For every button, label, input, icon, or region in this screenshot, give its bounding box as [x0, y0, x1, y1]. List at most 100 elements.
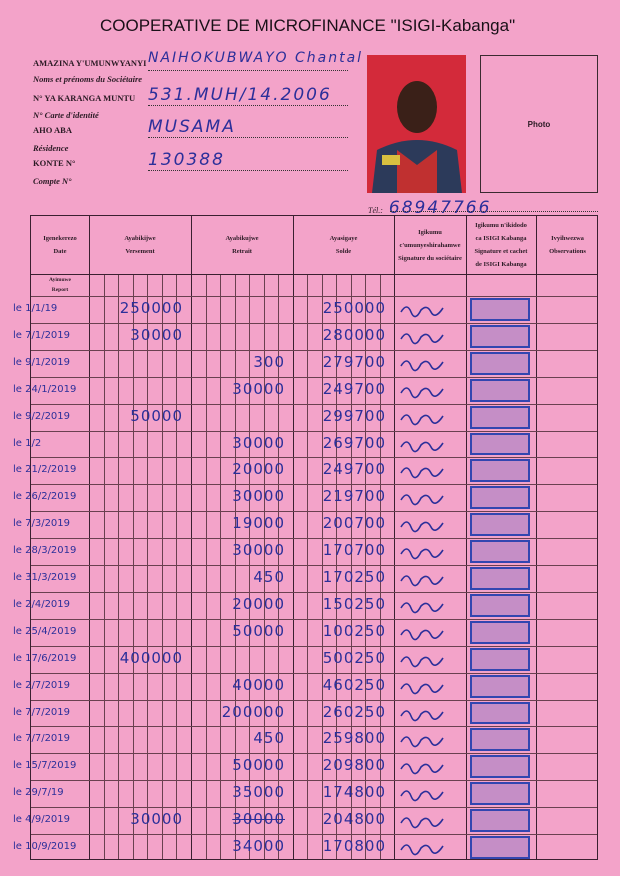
- row-solde: 174800: [322, 783, 386, 802]
- row-solde: 460250: [322, 675, 386, 694]
- row-date: le 2/7/2019: [13, 679, 71, 691]
- row-divider: [31, 699, 597, 701]
- member-signature: [400, 763, 444, 775]
- row-divider: [31, 457, 597, 459]
- row-versement: 30000: [130, 810, 183, 829]
- row-divider: [31, 726, 597, 728]
- member-signature: [400, 333, 444, 345]
- member-signature: [400, 306, 444, 318]
- row-date: le 9/1/2019: [13, 356, 71, 368]
- row-retrait: 34000: [232, 837, 285, 856]
- institution-stamp: [470, 809, 530, 833]
- report-label: Ayimuwe Report: [49, 277, 71, 293]
- institution-stamp: [470, 836, 530, 859]
- subcolumn-divider: [234, 274, 236, 859]
- member-signature: [400, 736, 444, 748]
- column-header: Igikumu n'ikidodo ca ISIGI Kabanga Signa…: [474, 222, 528, 268]
- row-solde: 209800: [322, 756, 386, 775]
- field-underline: [148, 70, 348, 71]
- institution-stamp: [470, 351, 530, 375]
- subcolumn-divider: [278, 274, 280, 859]
- member-signature: [400, 817, 444, 829]
- institution-stamp: [470, 647, 530, 671]
- subcolumn-divider: [307, 274, 309, 859]
- row-date: le 1/1/19: [13, 303, 58, 314]
- row-solde: 219700: [322, 487, 386, 506]
- institution-stamp: [470, 298, 530, 321]
- row-retrait: 30000: [232, 487, 285, 506]
- row-retrait: 30000: [232, 379, 285, 398]
- row-solde: 260250: [322, 702, 386, 721]
- row-retrait: 19000: [232, 514, 285, 533]
- row-date: le 21/2/2019: [13, 464, 77, 476]
- row-date: le 26/2/2019: [13, 491, 77, 503]
- column-header: Ayabikujwe Retrait: [225, 235, 259, 255]
- column-header: Ivyihwezwa Observations: [549, 235, 586, 255]
- field-value: MUSAMA: [148, 117, 236, 137]
- institution-stamp: [470, 755, 530, 779]
- institution-stamp: [470, 782, 530, 806]
- column-divider: [536, 216, 537, 859]
- institution-stamp: [470, 513, 530, 537]
- row-date: le 29/7/19: [13, 787, 64, 799]
- row-divider: [31, 511, 597, 513]
- subcolumn-divider: [220, 274, 222, 859]
- column-header: Ayabikijwe Versement: [124, 235, 156, 255]
- column-divider: [293, 216, 294, 859]
- institution-stamp: [470, 674, 530, 698]
- subcolumn-divider: [132, 274, 134, 859]
- field-value: NAIHOKUBWAYO Chantal: [148, 50, 364, 66]
- member-signature: [400, 440, 444, 452]
- row-date: le 17/6/2019: [13, 652, 77, 664]
- row-date: le 7/3/2019: [13, 518, 71, 530]
- row-divider: [31, 780, 597, 782]
- member-photo: [367, 55, 466, 193]
- subcolumn-divider: [205, 274, 207, 859]
- row-versement: 30000: [130, 325, 183, 344]
- field-underline: [148, 137, 348, 138]
- member-signature: [400, 629, 444, 641]
- row-divider: [31, 753, 597, 755]
- member-signature: [400, 467, 444, 479]
- institution-stamp: [470, 540, 530, 564]
- phone-label: Tél.:: [368, 206, 383, 215]
- column-header: Igikumu c'umunyeshirahamwe Signature du …: [398, 228, 462, 262]
- row-divider: [31, 538, 597, 540]
- member-signature: [400, 790, 444, 802]
- member-signature: [400, 521, 444, 533]
- row-solde: 100250: [322, 621, 386, 640]
- row-date: le 9/2/2019: [13, 410, 71, 422]
- institution-stamp: [470, 567, 530, 590]
- row-solde: 150250: [322, 594, 386, 613]
- member-signature: [400, 413, 444, 425]
- row-versement: 250000: [119, 299, 183, 317]
- row-divider: [31, 484, 597, 486]
- row-retrait: 450: [253, 568, 285, 587]
- field-value: 531.MUH/14.2006: [148, 85, 332, 105]
- phone-underline: [390, 211, 598, 212]
- institution-stamp: [470, 405, 530, 429]
- row-date: le 31/3/2019: [13, 572, 77, 584]
- row-divider: [31, 349, 597, 351]
- institution-stamp: [470, 701, 530, 725]
- row-retrait: 20000: [232, 594, 285, 613]
- institution-stamp: [470, 378, 530, 402]
- member-signature: [400, 709, 444, 721]
- field-label: AHO ABA: [33, 125, 72, 135]
- member-signature: [400, 494, 444, 506]
- photo-placeholder-box: Photo: [480, 55, 598, 193]
- row-solde: 299700: [322, 406, 386, 425]
- row-solde: 500250: [322, 648, 386, 667]
- row-solde: 249700: [322, 379, 386, 398]
- row-solde: 170250: [322, 568, 386, 587]
- subcolumn-divider: [336, 274, 338, 859]
- header-divider: [31, 274, 597, 275]
- row-solde: 249700: [322, 460, 386, 479]
- row-date: le 25/4/2019: [13, 625, 77, 637]
- row-retrait: 450: [253, 729, 285, 748]
- subcolumn-divider: [321, 274, 323, 859]
- row-date: le 7/7/2019: [13, 706, 71, 718]
- subcolumn-divider: [350, 274, 352, 859]
- phone-field: Tél.: 68947766: [368, 198, 491, 218]
- row-retrait: 30000: [232, 541, 285, 560]
